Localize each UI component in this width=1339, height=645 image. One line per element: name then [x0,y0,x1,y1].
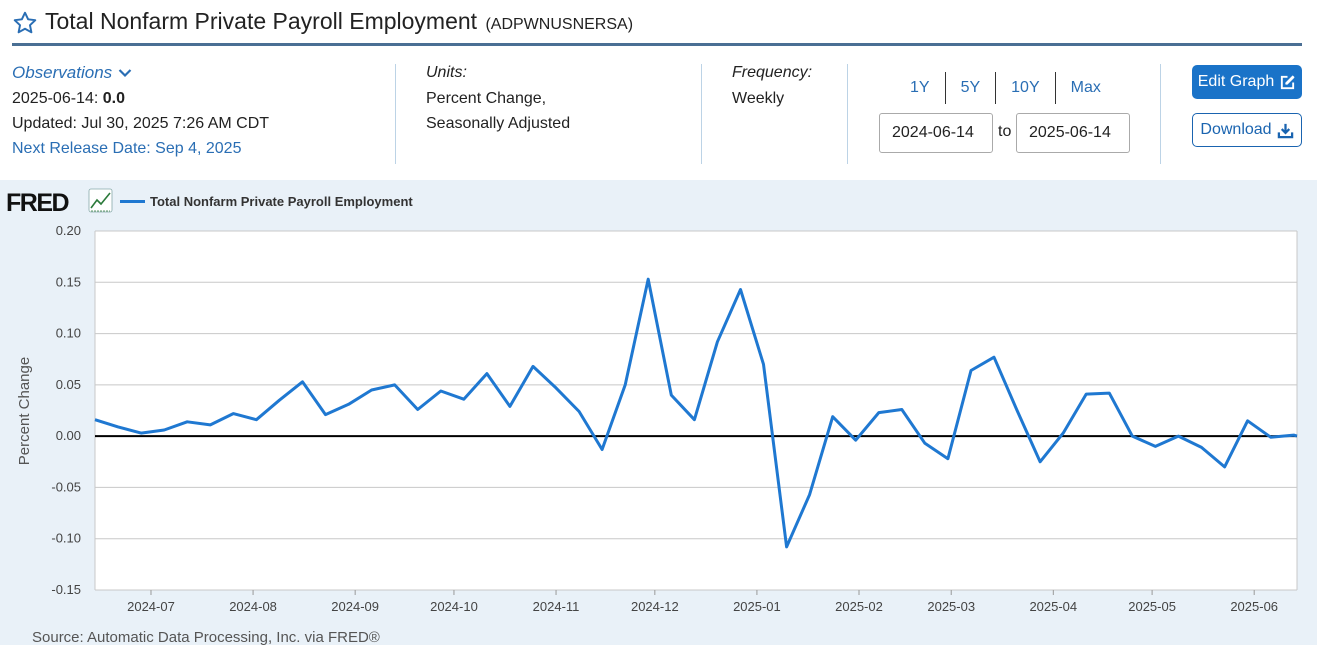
graph-panel: FRED Total Nonfarm Private Payroll Emplo… [0,180,1317,645]
download-label: Download [1200,121,1272,138]
y-axis: 0.20 0.15 0.10 0.05 0.00 -0.05 -0.10 -0.15 [51,223,81,597]
line-chart: FRED Total Nonfarm Private Payroll Emplo… [6,188,1298,645]
latest-date: 2025-06-14: [12,90,99,107]
edit-icon [1281,75,1295,89]
x-tick-label: 2025-04 [1029,599,1077,614]
y-tick-label: -0.10 [51,531,81,546]
units-line2: Seasonally Adjusted [426,115,571,132]
y-axis-label: Percent Change [16,357,33,465]
y-tick-label: 0.00 [56,428,81,443]
x-axis: 2024-07 2024-08 2024-09 2024-10 2024-11 2024-… [127,590,1278,614]
x-tick-label: 2024-08 [229,599,277,614]
x-tick-label: 2024-11 [533,599,580,614]
latest-value: 0.0 [102,90,125,107]
y-tick-label: 0.10 [56,326,81,341]
frequency-panel: Frequency: Weekly [732,60,842,111]
divider [395,64,396,164]
x-tick-label: 2024-09 [331,599,379,614]
y-tick-label: 0.05 [56,377,81,392]
series-title: Total Nonfarm Private Payroll Employment [45,8,478,34]
units-panel: Units: Percent Change, Seasonally Adjust… [426,60,696,136]
next-release-link[interactable]: Next Release Date: Sep 4, 2025 [12,140,242,157]
title-bar: Total Nonfarm Private Payroll Employment… [12,6,1302,46]
x-tick-label: 2025-05 [1128,599,1176,614]
range-tabs: 1Y 5Y 10Y Max [895,72,1116,104]
updated-text: Updated: Jul 30, 2025 7:26 AM CDT [12,115,270,132]
range-5y-tab[interactable]: 5Y [946,72,997,104]
series-layer [94,277,1298,549]
download-icon [1277,123,1293,138]
fred-logo: FRED [6,189,69,217]
x-tick-label: 2024-07 [127,599,175,614]
y-tick-label: -0.15 [51,582,81,597]
edit-graph-button[interactable]: Edit Graph [1192,65,1302,99]
series-line [94,277,1298,549]
download-button[interactable]: Download [1192,113,1302,147]
x-tick-label: 2024-10 [430,599,478,614]
to-label: to [998,123,1012,140]
observations-dropdown[interactable]: Observations [12,60,132,85]
edit-graph-label: Edit Graph [1197,73,1275,90]
frequency-value: Weekly [732,90,785,107]
observations-panel: Observations 2025-06-14: 0.0 Updated: Ju… [12,60,392,161]
end-date-input[interactable] [1016,113,1130,153]
chevron-down-icon [118,68,132,77]
x-tick-label: 2025-06 [1230,599,1278,614]
series-id: (ADPWNUSNERSA) [485,16,634,33]
divider [847,64,848,164]
star-icon[interactable] [12,10,38,36]
range-max-tab[interactable]: Max [1070,79,1101,96]
y-tick-label: 0.20 [56,223,81,238]
x-tick-label: 2025-01 [733,599,781,614]
observations-label: Observations [12,63,113,82]
divider [1160,64,1161,164]
legend-label: Total Nonfarm Private Payroll Employment [150,194,413,209]
grid-lines [94,230,1298,591]
series-meta: Observations 2025-06-14: 0.0 Updated: Ju… [0,60,1339,170]
chart-type-icon[interactable] [88,188,113,213]
y-tick-label: 0.15 [56,274,81,289]
frequency-label: Frequency: [732,64,813,81]
y-tick-label: -0.05 [51,479,81,494]
x-tick-label: 2024-12 [631,599,679,614]
source-note: Source: Automatic Data Processing, Inc. … [32,629,380,645]
units-label: Units: [426,64,467,81]
page-title: Total Nonfarm Private Payroll Employment… [45,8,633,35]
x-tick-label: 2025-03 [927,599,975,614]
divider [701,64,702,164]
units-line1: Percent Change, [426,90,547,107]
range-1y-tab[interactable]: 1Y [895,72,946,104]
x-tick-label: 2025-02 [835,599,883,614]
range-10y-tab[interactable]: 10Y [996,72,1056,104]
start-date-input[interactable] [879,113,993,153]
